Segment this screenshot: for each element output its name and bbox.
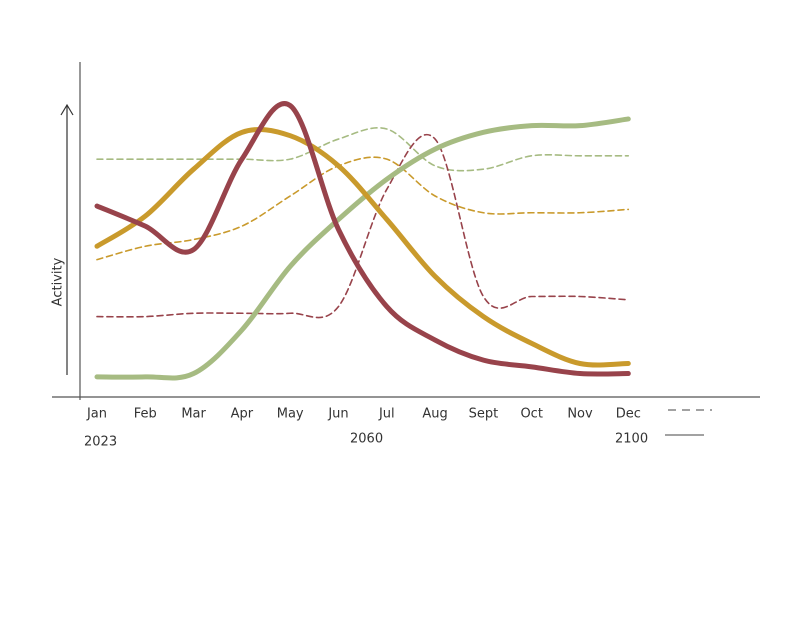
x-tick-label: Apr (231, 407, 254, 422)
dashed-line (96, 133, 630, 319)
x-tick-label: Oct (520, 407, 542, 422)
x-tick-label: Feb (134, 407, 157, 422)
annotation: 2060 (350, 432, 383, 447)
solid-line (94, 116, 631, 381)
arrow-head (60, 103, 74, 116)
dashed-line (96, 156, 630, 261)
x-tick-label: Sept (469, 407, 499, 422)
annotation: 2100 (615, 432, 648, 447)
solid-line (94, 126, 631, 368)
x-tick-label: Jan (86, 407, 107, 422)
x-tick-label: Jul (378, 407, 395, 422)
x-tick-label: May (277, 407, 304, 422)
x-tick-label: Dec (616, 407, 641, 422)
y-axis-label: Activity (51, 257, 66, 306)
x-tick-label: Mar (181, 407, 206, 422)
dashed-line (96, 127, 630, 172)
x-tick-label: Jun (327, 407, 348, 422)
annotation: 2023 (84, 435, 117, 450)
x-tick-label: Aug (422, 407, 447, 422)
solid-line (94, 101, 631, 377)
x-tick-label: Nov (567, 407, 593, 422)
